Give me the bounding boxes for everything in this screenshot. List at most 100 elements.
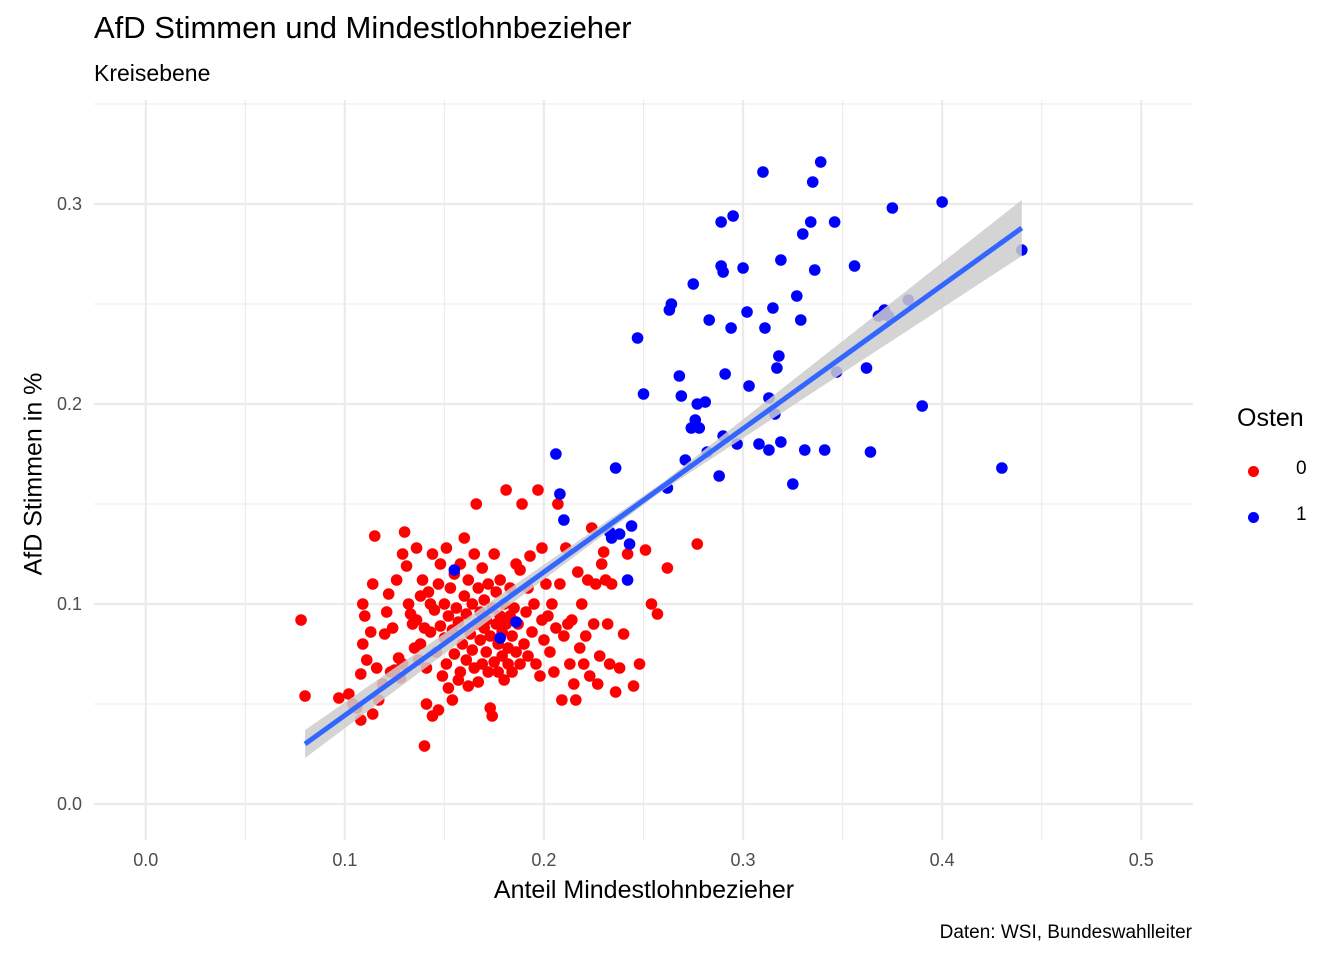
data-point-osten-1 xyxy=(448,564,461,576)
data-point-osten-0 xyxy=(587,618,600,630)
data-point-osten-1 xyxy=(787,478,799,490)
x-axis-label: Anteil Mindestlohnbezieher xyxy=(493,876,795,904)
data-point-osten-1 xyxy=(737,262,749,274)
data-point-osten-1 xyxy=(757,166,769,178)
data-point-osten-0 xyxy=(627,680,640,692)
data-point-osten-0 xyxy=(645,598,658,610)
data-point-osten-0 xyxy=(542,610,554,622)
data-point-osten-1 xyxy=(554,488,566,500)
data-point-osten-1 xyxy=(791,290,803,302)
data-point-osten-1 xyxy=(771,362,783,374)
data-point-osten-0 xyxy=(470,498,483,510)
data-point-osten-0 xyxy=(366,708,379,720)
data-point-osten-0 xyxy=(579,630,592,642)
data-point-osten-0 xyxy=(434,620,447,632)
data-point-osten-1 xyxy=(727,210,739,222)
data-point-osten-0 xyxy=(583,670,596,682)
confidence-band xyxy=(305,200,1022,758)
data-point-osten-0 xyxy=(603,658,616,670)
data-point-osten-0 xyxy=(382,588,395,600)
data-point-osten-0 xyxy=(460,654,473,666)
chart-subtitle: Kreisebene xyxy=(94,60,211,86)
data-point-osten-0 xyxy=(476,658,489,670)
data-point-osten-0 xyxy=(609,686,622,698)
y-tick-label: 0.2 xyxy=(57,394,82,414)
data-point-osten-0 xyxy=(554,578,566,590)
data-point-osten-0 xyxy=(570,694,582,706)
data-point-osten-1 xyxy=(996,462,1008,474)
legend-label-0: 0 xyxy=(1296,458,1307,479)
data-point-osten-1 xyxy=(818,444,831,456)
data-point-osten-0 xyxy=(568,678,580,690)
trend-layer xyxy=(303,200,1024,758)
data-point-osten-1 xyxy=(665,298,678,310)
data-point-osten-1 xyxy=(717,266,729,278)
data-point-osten-0 xyxy=(454,666,467,678)
data-point-osten-0 xyxy=(386,622,399,634)
data-point-osten-0 xyxy=(398,526,411,538)
data-point-osten-0 xyxy=(360,654,373,666)
data-point-osten-1 xyxy=(675,390,688,402)
data-point-osten-0 xyxy=(444,582,457,594)
data-point-osten-0 xyxy=(691,538,704,550)
data-point-osten-0 xyxy=(526,626,538,638)
data-point-osten-0 xyxy=(410,614,423,626)
data-point-osten-0 xyxy=(476,562,489,574)
data-point-osten-0 xyxy=(462,680,475,692)
data-point-osten-0 xyxy=(438,598,451,610)
data-point-osten-0 xyxy=(490,586,502,598)
data-point-osten-0 xyxy=(516,498,528,510)
data-point-osten-0 xyxy=(416,574,429,586)
data-point-osten-0 xyxy=(498,674,510,686)
data-point-osten-0 xyxy=(595,558,608,570)
data-point-osten-1 xyxy=(510,616,522,628)
data-point-osten-0 xyxy=(538,634,550,646)
data-point-osten-0 xyxy=(534,670,546,682)
chart-title: AfD Stimmen und Mindestlohnbezieher xyxy=(94,10,632,45)
data-point-osten-0 xyxy=(500,484,512,496)
grid-minor xyxy=(94,100,1193,840)
data-point-osten-0 xyxy=(506,630,518,642)
data-point-osten-1 xyxy=(623,538,636,550)
data-point-osten-0 xyxy=(508,602,520,614)
x-tick-label: 0.5 xyxy=(1129,850,1154,870)
data-point-osten-1 xyxy=(558,514,570,526)
data-point-osten-1 xyxy=(808,264,821,276)
data-point-osten-0 xyxy=(601,618,614,630)
regression-line xyxy=(303,225,1024,747)
data-point-osten-1 xyxy=(767,302,779,314)
data-point-osten-0 xyxy=(530,658,542,670)
data-point-osten-0 xyxy=(366,578,379,590)
data-point-osten-1 xyxy=(725,322,737,334)
data-point-osten-0 xyxy=(651,608,664,620)
data-point-osten-0 xyxy=(448,648,461,660)
data-point-osten-0 xyxy=(548,666,560,678)
data-point-osten-0 xyxy=(496,650,508,662)
data-point-osten-0 xyxy=(299,690,311,702)
data-point-osten-0 xyxy=(472,582,485,594)
x-tick-labels: 0.0 0.1 0.2 0.3 0.4 0.5 xyxy=(133,850,1154,870)
data-point-osten-1 xyxy=(741,306,753,318)
data-point-osten-1 xyxy=(719,368,731,380)
data-point-osten-0 xyxy=(458,532,471,544)
data-point-osten-0 xyxy=(544,646,556,658)
data-point-osten-0 xyxy=(482,578,495,590)
data-point-osten-1 xyxy=(687,278,700,290)
data-point-osten-0 xyxy=(364,626,377,638)
grid-major xyxy=(94,100,1193,840)
data-point-osten-0 xyxy=(540,578,552,590)
y-tick-label: 0.3 xyxy=(57,194,82,214)
y-tick-label: 0.1 xyxy=(57,594,82,614)
data-point-osten-0 xyxy=(488,548,500,560)
data-point-osten-1 xyxy=(693,422,706,434)
data-point-osten-0 xyxy=(488,656,500,668)
x-tick-label: 0.0 xyxy=(133,850,158,870)
data-point-osten-0 xyxy=(358,610,371,622)
x-tick-label: 0.4 xyxy=(930,850,955,870)
data-point-osten-0 xyxy=(520,606,532,618)
data-point-osten-1 xyxy=(794,314,807,326)
data-point-osten-0 xyxy=(593,650,606,662)
data-point-osten-0 xyxy=(426,548,439,560)
data-point-osten-0 xyxy=(432,578,445,590)
data-point-osten-0 xyxy=(356,638,369,650)
